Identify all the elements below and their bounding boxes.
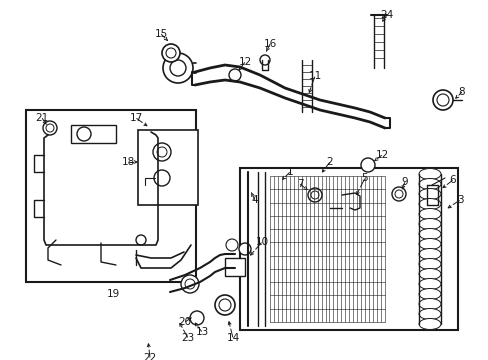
Text: 8: 8 (458, 87, 465, 97)
Text: 13: 13 (195, 327, 208, 337)
Circle shape (165, 48, 176, 58)
Text: 12: 12 (238, 57, 251, 67)
Circle shape (360, 158, 374, 172)
Ellipse shape (418, 298, 440, 310)
Text: 24: 24 (380, 10, 393, 20)
Circle shape (215, 295, 235, 315)
Circle shape (307, 188, 321, 202)
Ellipse shape (418, 168, 440, 180)
Ellipse shape (418, 248, 440, 260)
Circle shape (77, 127, 91, 141)
Ellipse shape (418, 179, 440, 189)
Text: 12: 12 (375, 150, 388, 160)
Ellipse shape (418, 219, 440, 230)
Text: 2: 2 (326, 157, 333, 167)
Ellipse shape (418, 319, 440, 329)
Circle shape (170, 60, 185, 76)
Circle shape (225, 239, 238, 251)
Bar (224, 258, 244, 276)
Ellipse shape (418, 258, 440, 270)
Ellipse shape (418, 229, 440, 239)
Circle shape (181, 275, 199, 293)
Ellipse shape (418, 208, 440, 220)
Text: 23: 23 (181, 333, 194, 343)
Bar (71, 125, 116, 143)
Text: 1: 1 (286, 167, 293, 177)
Text: 6: 6 (449, 175, 455, 185)
Ellipse shape (418, 189, 440, 199)
Circle shape (184, 279, 195, 289)
Ellipse shape (418, 288, 440, 300)
Circle shape (153, 143, 171, 161)
Text: 22: 22 (143, 353, 156, 360)
Circle shape (136, 235, 146, 245)
Bar (138, 130, 198, 205)
Text: 18: 18 (121, 157, 134, 167)
Text: 20: 20 (178, 317, 191, 327)
Circle shape (394, 190, 402, 198)
Circle shape (260, 55, 269, 65)
Ellipse shape (418, 279, 440, 289)
Text: 11: 11 (308, 71, 321, 81)
Circle shape (46, 124, 54, 132)
Circle shape (163, 53, 193, 83)
Circle shape (239, 243, 250, 255)
Text: 16: 16 (263, 39, 276, 49)
Circle shape (190, 311, 203, 325)
Ellipse shape (418, 269, 440, 279)
Circle shape (436, 94, 448, 106)
Circle shape (219, 299, 230, 311)
Circle shape (432, 90, 452, 110)
Circle shape (310, 191, 318, 199)
Circle shape (157, 147, 167, 157)
Circle shape (43, 121, 57, 135)
Circle shape (228, 69, 241, 81)
Text: 21: 21 (35, 113, 48, 123)
Text: 14: 14 (226, 333, 239, 343)
Text: 5: 5 (361, 173, 367, 183)
Text: 10: 10 (255, 237, 268, 247)
Ellipse shape (418, 198, 440, 210)
Text: 19: 19 (106, 289, 120, 299)
Bar (26, 110, 196, 282)
Text: 17: 17 (129, 113, 142, 123)
Ellipse shape (418, 238, 440, 249)
Text: 3: 3 (456, 195, 462, 205)
Circle shape (391, 187, 405, 201)
Text: 15: 15 (154, 29, 167, 39)
Circle shape (162, 44, 180, 62)
Text: 4: 4 (251, 195, 258, 205)
Bar (240, 168, 457, 330)
Text: 9: 9 (401, 177, 407, 187)
Text: 7: 7 (296, 179, 303, 189)
Circle shape (154, 170, 170, 186)
Ellipse shape (418, 309, 440, 320)
